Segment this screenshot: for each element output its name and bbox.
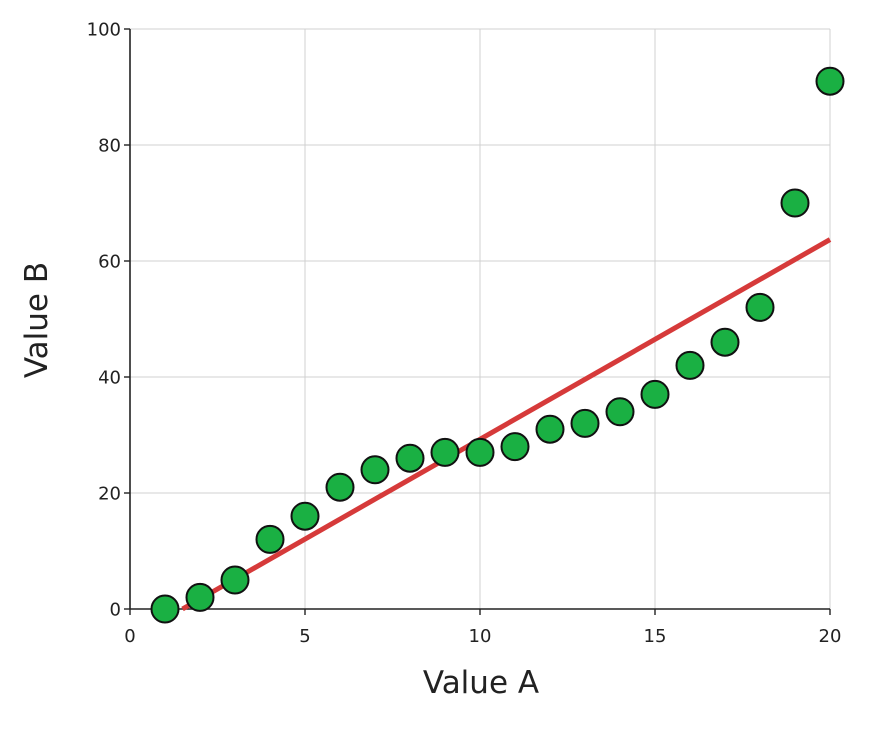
data-point — [255, 524, 285, 554]
data-point — [675, 350, 705, 380]
data-point — [290, 501, 320, 531]
tick-labels: 0 5 10 15 20 0 20 40 60 80 100 — [87, 20, 842, 648]
data-point — [220, 565, 250, 595]
y-tick-label: 100 — [87, 20, 121, 41]
y-tick-label: 80 — [98, 136, 121, 157]
data-point — [150, 594, 180, 624]
data-point — [185, 582, 215, 612]
data-point — [710, 327, 740, 357]
y-tick-label: 60 — [98, 252, 121, 273]
y-tick-label: 20 — [98, 484, 121, 505]
data-point — [500, 432, 530, 462]
data-point — [780, 188, 810, 218]
y-tick-label: 40 — [98, 368, 121, 389]
data-point — [605, 397, 635, 427]
x-tick-label: 15 — [644, 626, 667, 647]
data-point — [465, 437, 495, 467]
trend-line-layer — [181, 237, 832, 612]
data-point — [535, 414, 565, 444]
x-tick-label: 10 — [469, 626, 492, 647]
y-axis-title: Value B — [19, 262, 55, 378]
grid-lines — [130, 28, 831, 609]
data-point — [815, 66, 845, 96]
axes — [124, 28, 831, 615]
trend-line — [181, 237, 832, 612]
data-points — [150, 66, 845, 624]
x-tick-label: 5 — [299, 626, 310, 647]
x-tick-label: 20 — [819, 626, 842, 647]
data-point — [570, 408, 600, 438]
data-point — [640, 379, 670, 409]
data-point — [745, 292, 775, 322]
x-axis-title: Value A — [423, 665, 539, 701]
data-point — [325, 472, 355, 502]
x-tick-label: 0 — [124, 626, 135, 647]
data-point — [395, 443, 425, 473]
y-tick-label: 0 — [110, 600, 121, 621]
data-point — [430, 437, 460, 467]
data-point — [360, 455, 390, 485]
